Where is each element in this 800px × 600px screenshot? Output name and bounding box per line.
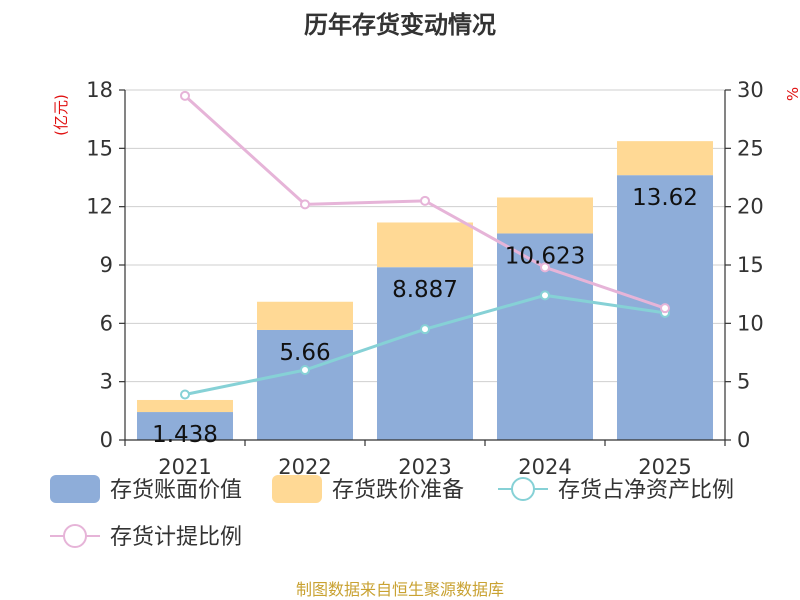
right-tick-label: 5 [737, 370, 750, 394]
right-tick-label: 15 [737, 253, 764, 277]
right-tick-label: 30 [737, 78, 764, 102]
bar-book-value [377, 267, 473, 440]
right-tick-label: 20 [737, 195, 764, 219]
legend-swatch [50, 475, 100, 503]
left-axis-unit: (亿元) [52, 94, 70, 136]
series-point [660, 303, 670, 314]
right-axis-unit: % [784, 87, 800, 101]
x-tick-label: 2025 [638, 455, 691, 479]
bar-impairment-reserve [617, 141, 713, 176]
left-tick-label: 9 [100, 253, 113, 277]
bar-impairment-reserve [257, 301, 353, 330]
bar-impairment-reserve [497, 197, 593, 234]
bar-value-label: 5.66 [279, 340, 330, 366]
left-tick-label: 15 [86, 136, 113, 160]
legend-label: 存货账面价值 [110, 478, 242, 503]
legend-label: 存货占净资产比例 [558, 478, 734, 503]
right-tick-label: 0 [737, 428, 750, 452]
left-tick-label: 18 [86, 78, 113, 102]
source-note: 制图数据来自恒生聚源数据库 [296, 580, 504, 599]
x-tick-label: 2023 [398, 455, 451, 479]
legend-label: 存货计提比例 [110, 525, 242, 550]
x-tick-label: 2024 [518, 455, 571, 479]
bar-value-label: 10.623 [505, 243, 585, 269]
bar-impairment-reserve [137, 399, 233, 413]
bar-value-label: 13.62 [632, 185, 698, 211]
left-tick-label: 0 [100, 428, 113, 452]
legend-marker [511, 477, 535, 501]
left-tick-label: 12 [86, 195, 113, 219]
bar-value-label: 1.438 [152, 422, 218, 448]
left-tick-label: 6 [100, 311, 113, 335]
legend-swatch [272, 475, 322, 503]
series-point [540, 290, 550, 301]
legend-label: 存货跌价准备 [332, 478, 464, 503]
series-point [420, 195, 430, 206]
left-tick-label: 3 [100, 370, 113, 394]
series-point [180, 389, 190, 400]
series-point [420, 324, 430, 335]
bar-book-value [257, 329, 353, 440]
bar-impairment-reserve [377, 222, 473, 268]
chart-title: 历年存货变动情况 [304, 11, 496, 39]
bar-value-label: 8.887 [392, 277, 458, 303]
right-tick-label: 10 [737, 311, 764, 335]
series-point [540, 262, 550, 273]
series-point [300, 365, 310, 375]
legend-marker [63, 524, 87, 548]
series-point [180, 90, 190, 101]
x-tick-label: 2021 [158, 455, 211, 479]
series-point [300, 199, 310, 210]
bar-book-value [137, 412, 233, 440]
right-tick-label: 25 [737, 136, 764, 160]
